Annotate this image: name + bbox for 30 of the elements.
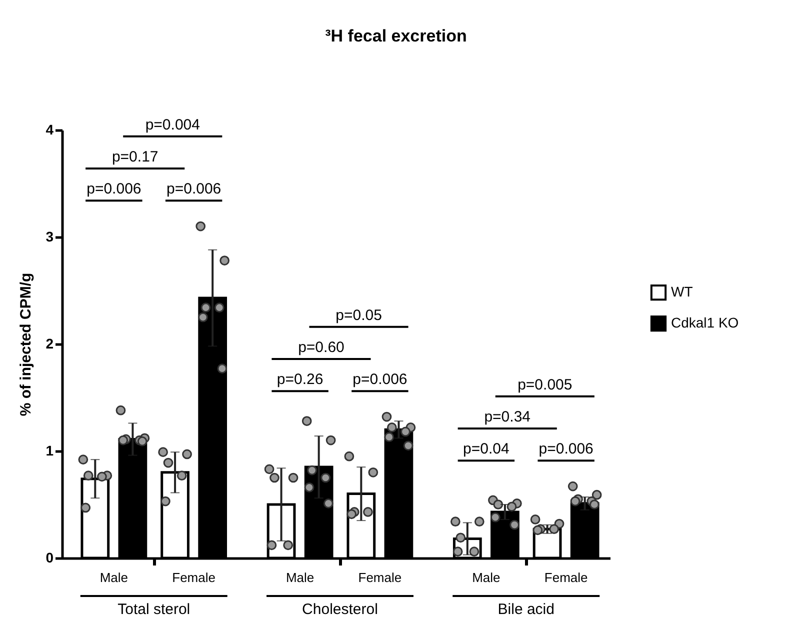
legend-label: Cdkal1 KO bbox=[671, 314, 739, 331]
x-tick-label: Female bbox=[172, 570, 216, 585]
y-tick-label: 4 bbox=[46, 122, 54, 138]
x-tick-label: Female bbox=[358, 570, 402, 585]
annotation: p=0.34 bbox=[484, 408, 530, 426]
x-tick-label: Male bbox=[472, 570, 500, 585]
y-axis-title: % of injected CPM/g bbox=[18, 272, 35, 416]
text: Cholesterol bbox=[302, 601, 378, 618]
annotation: p=0.006 bbox=[538, 440, 594, 458]
chart-title: ³H fecal excretion bbox=[325, 26, 467, 46]
annotation: p=0.006 bbox=[352, 371, 408, 388]
annotation: p=0.04 bbox=[463, 440, 510, 458]
annotation: p=0.26 bbox=[276, 371, 324, 388]
annotation: p=0.004 bbox=[145, 116, 200, 134]
x-tick-label: Female bbox=[544, 570, 588, 585]
text: Bile acid bbox=[498, 601, 554, 618]
y-tick-label: 0 bbox=[46, 550, 54, 566]
legend-label: WT bbox=[671, 284, 694, 300]
annotation: p=0.17 bbox=[112, 148, 158, 166]
y-tick-label: 2 bbox=[46, 336, 54, 352]
annotation: p=0.006 bbox=[86, 180, 142, 198]
y-tick-label: 1 bbox=[46, 442, 54, 458]
x-tick-label: Male bbox=[286, 570, 314, 585]
y-tick-label: 3 bbox=[46, 228, 54, 244]
annotation: p=0.60 bbox=[298, 338, 344, 356]
x-tick-label: Male bbox=[100, 570, 128, 585]
annotation: p=0.006 bbox=[166, 180, 222, 198]
annotation: p=0.005 bbox=[518, 376, 572, 394]
text: Total sterol bbox=[118, 601, 190, 618]
annotation: p=0.05 bbox=[336, 306, 382, 324]
